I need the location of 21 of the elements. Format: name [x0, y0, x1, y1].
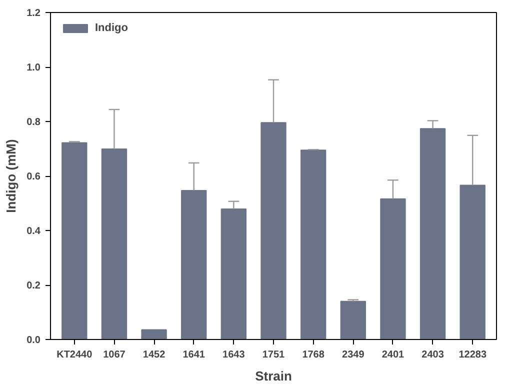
x-tick-label: 1751	[262, 350, 286, 360]
legend-label: Indigo	[95, 22, 128, 34]
x-tick-label: 2401	[382, 350, 405, 360]
x-tick-label: 1768	[302, 350, 325, 360]
y-axis-title: Indigo (mM)	[4, 139, 19, 213]
x-tick-label: 1643	[222, 350, 246, 360]
x-tick-label: 2403	[422, 350, 444, 360]
x-tick-label: 1452	[142, 350, 166, 360]
y-tick-label: 0.8	[26, 117, 41, 128]
x-tick-label: 1641	[182, 350, 206, 360]
x-tick-label: 2349	[342, 350, 365, 360]
y-tick-label: 1.2	[26, 8, 41, 19]
y-tick-label: 0.0	[26, 335, 41, 346]
y-tick-label: 0.6	[26, 172, 41, 182]
x-tick-label: 12283	[458, 350, 487, 360]
x-axis-title: Strain	[255, 368, 292, 384]
y-tick-label: 1.0	[26, 62, 41, 74]
y-tick-label: 0.2	[26, 280, 41, 292]
y-tick-label: 0.4	[26, 226, 41, 237]
x-tick-label: KT2440	[56, 350, 93, 360]
x-tick-label: 1067	[103, 350, 126, 360]
